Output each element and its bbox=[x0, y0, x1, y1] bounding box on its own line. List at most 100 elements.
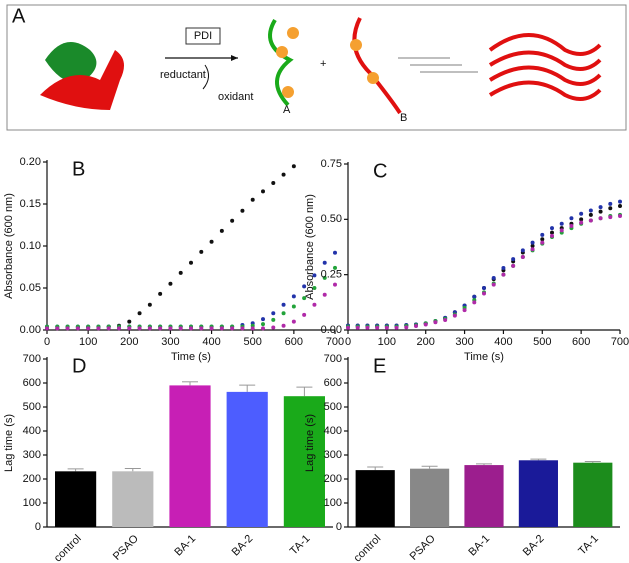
bead bbox=[282, 86, 294, 98]
x-tick-label: 300 bbox=[161, 336, 179, 348]
y-tick-label: 0.20 bbox=[20, 156, 41, 168]
point bbox=[569, 223, 574, 228]
point bbox=[322, 292, 327, 297]
point bbox=[127, 326, 132, 331]
point bbox=[189, 260, 193, 265]
y-tick-label: 200 bbox=[23, 473, 41, 485]
point bbox=[291, 319, 296, 324]
point bbox=[240, 326, 245, 331]
point bbox=[365, 325, 370, 330]
point bbox=[250, 326, 255, 331]
y-tick-label: 0.05 bbox=[20, 282, 41, 294]
point bbox=[520, 254, 525, 259]
y-axis-label: Absorbance (600 nm) bbox=[304, 194, 316, 300]
x-tick-label: 100 bbox=[378, 336, 396, 348]
point bbox=[530, 243, 535, 248]
point bbox=[312, 273, 317, 278]
point bbox=[333, 282, 337, 287]
point bbox=[302, 284, 307, 289]
y-tick-label: 0.00 bbox=[20, 324, 41, 336]
point bbox=[168, 326, 173, 331]
point bbox=[355, 325, 360, 330]
x-tick-label: 500 bbox=[533, 336, 551, 348]
y-axis-label: Absorbance (600 nm) bbox=[3, 193, 15, 299]
point bbox=[219, 228, 224, 233]
point bbox=[333, 250, 337, 255]
x-tick-label: BA-1 bbox=[172, 533, 198, 559]
point bbox=[137, 311, 142, 316]
point bbox=[540, 240, 545, 245]
point bbox=[443, 318, 448, 323]
panel-a: A PDI reductant oxidant A + B bbox=[6, 4, 627, 131]
panel-a-frame bbox=[6, 4, 627, 131]
point bbox=[588, 218, 593, 223]
chain-b bbox=[352, 17, 402, 115]
protein-red bbox=[40, 50, 124, 110]
point bbox=[147, 326, 152, 331]
x-tick-label: control bbox=[52, 533, 84, 563]
bar bbox=[355, 470, 395, 527]
bead bbox=[367, 72, 379, 84]
point bbox=[209, 326, 214, 331]
point bbox=[271, 317, 276, 322]
x-tick-label: BA-1 bbox=[466, 533, 492, 559]
point bbox=[106, 326, 111, 331]
point bbox=[271, 325, 276, 330]
point bbox=[511, 257, 516, 262]
x-tick-label: 0 bbox=[345, 336, 351, 348]
y-tick-label: 0.50 bbox=[321, 213, 342, 225]
point bbox=[618, 204, 622, 209]
pdi-label: PDI bbox=[194, 30, 212, 42]
point bbox=[540, 232, 545, 237]
point bbox=[147, 302, 152, 307]
x-tick-label: BA-2 bbox=[230, 533, 256, 559]
x-tick-label: TA-1 bbox=[576, 533, 601, 558]
point bbox=[433, 320, 438, 325]
point bbox=[281, 302, 286, 307]
point bbox=[598, 216, 603, 221]
point bbox=[333, 265, 337, 270]
point bbox=[199, 326, 204, 331]
point bbox=[158, 326, 163, 331]
panel-label: A bbox=[12, 5, 26, 27]
point bbox=[452, 313, 457, 318]
point bbox=[65, 326, 70, 331]
point bbox=[579, 220, 584, 225]
bar bbox=[410, 468, 450, 527]
bar bbox=[169, 385, 211, 527]
point bbox=[491, 282, 496, 287]
bar bbox=[226, 391, 268, 527]
point bbox=[291, 164, 296, 169]
point bbox=[261, 322, 265, 327]
x-tick-label: 100 bbox=[79, 336, 97, 348]
point bbox=[322, 260, 327, 265]
chain-a bbox=[268, 18, 294, 107]
point bbox=[550, 233, 554, 238]
y-tick-label: 0.75 bbox=[321, 158, 342, 170]
y-tick-label: 0.15 bbox=[20, 198, 41, 210]
y-tick-label: 0 bbox=[336, 521, 342, 533]
point bbox=[462, 308, 467, 313]
bead bbox=[350, 39, 362, 51]
point bbox=[178, 270, 183, 275]
point bbox=[608, 206, 613, 211]
y-axis-label: Lag time (s) bbox=[3, 414, 15, 472]
x-tick-label: PSAO bbox=[111, 532, 141, 562]
y-tick-label: 600 bbox=[324, 377, 342, 389]
point bbox=[96, 326, 101, 331]
point bbox=[250, 197, 255, 202]
point bbox=[281, 172, 286, 177]
point bbox=[472, 300, 477, 305]
y-axis-label: Lag time (s) bbox=[304, 414, 316, 472]
point bbox=[618, 199, 622, 204]
y-tick-label: 500 bbox=[324, 401, 342, 413]
x-tick-label: 600 bbox=[572, 336, 590, 348]
gray-arrows bbox=[398, 57, 478, 73]
point bbox=[501, 266, 506, 271]
point bbox=[45, 326, 49, 331]
point bbox=[261, 317, 265, 322]
bar bbox=[464, 465, 504, 527]
x-tick-label: TA-1 bbox=[288, 533, 313, 558]
point bbox=[559, 228, 564, 233]
point bbox=[569, 216, 574, 221]
